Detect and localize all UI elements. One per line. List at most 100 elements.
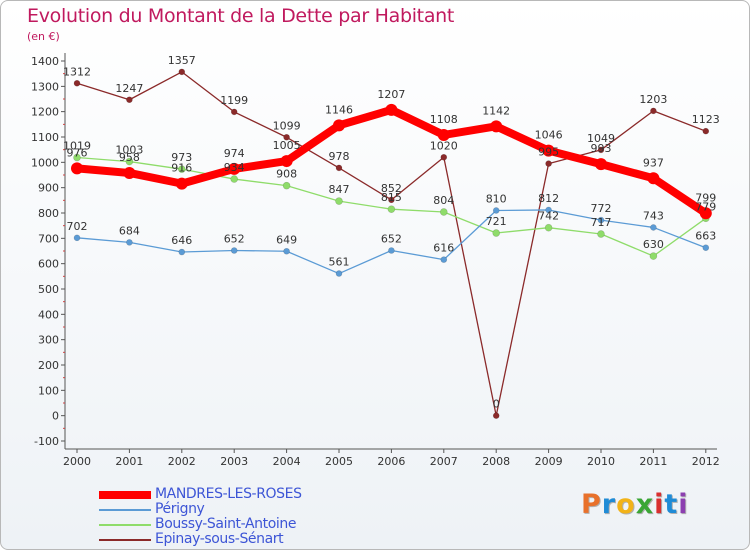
data-point bbox=[280, 155, 293, 168]
data-point bbox=[71, 162, 83, 175]
y-tick-label: 1200 bbox=[31, 106, 59, 119]
y-tick-label: 200 bbox=[38, 359, 59, 372]
data-label: 772 bbox=[591, 202, 612, 215]
data-label: 799 bbox=[695, 191, 716, 204]
data-label: 993 bbox=[591, 142, 612, 155]
x-tick-label: 2006 bbox=[377, 455, 405, 468]
data-point bbox=[178, 68, 186, 76]
data-label: 1199 bbox=[220, 94, 248, 107]
data-label: 616 bbox=[433, 242, 454, 255]
data-point bbox=[125, 157, 134, 166]
data-point bbox=[544, 223, 553, 232]
data-point bbox=[542, 144, 555, 157]
data-label: 1207 bbox=[377, 88, 405, 101]
data-label: 908 bbox=[276, 168, 297, 181]
data-point bbox=[597, 230, 605, 238]
data-label: 1123 bbox=[692, 113, 720, 126]
y-tick-label: 100 bbox=[38, 384, 59, 397]
data-point bbox=[702, 244, 710, 252]
data-point bbox=[492, 412, 500, 419]
x-tick-label: 2010 bbox=[587, 455, 615, 468]
data-label: 937 bbox=[643, 156, 664, 169]
data-label: 721 bbox=[486, 215, 507, 228]
data-point bbox=[123, 166, 136, 179]
data-label: 1020 bbox=[430, 139, 458, 152]
data-point bbox=[388, 247, 395, 254]
data-point bbox=[492, 207, 500, 214]
data-point bbox=[388, 196, 395, 204]
data-point bbox=[175, 177, 188, 190]
data-point bbox=[335, 164, 343, 172]
proxiti-logo: Proxiti bbox=[581, 489, 689, 520]
data-label: 1049 bbox=[587, 132, 615, 145]
data-point bbox=[73, 79, 81, 87]
data-label: 812 bbox=[538, 192, 559, 205]
data-point bbox=[387, 205, 396, 213]
data-label: 561 bbox=[329, 256, 350, 269]
chart-title: Evolution du Montant de la Dette par Hab… bbox=[27, 5, 455, 27]
data-label: 810 bbox=[486, 192, 507, 205]
legend-label: Epinay-sous-Sénart bbox=[155, 531, 284, 547]
data-point bbox=[492, 229, 501, 237]
data-label: 1146 bbox=[325, 103, 353, 116]
data-label: 978 bbox=[329, 150, 350, 163]
data-label: 995 bbox=[538, 146, 559, 159]
legend-label: Périgny bbox=[155, 501, 205, 517]
data-label: 1142 bbox=[482, 104, 510, 117]
data-point bbox=[595, 158, 607, 171]
data-label: 847 bbox=[329, 183, 350, 196]
x-tick-label: 2002 bbox=[168, 455, 196, 468]
legend-label: MANDRES-LES-ROSES bbox=[155, 486, 302, 502]
legend-swatch bbox=[99, 539, 151, 541]
data-point bbox=[702, 127, 710, 135]
data-label: 974 bbox=[224, 147, 245, 160]
data-point bbox=[545, 206, 552, 214]
data-point bbox=[699, 207, 712, 220]
data-label: 663 bbox=[695, 230, 716, 243]
data-label: 934 bbox=[224, 161, 245, 174]
data-point bbox=[649, 252, 658, 260]
data-point bbox=[230, 175, 238, 183]
x-tick-label: 2005 bbox=[325, 455, 353, 468]
data-label: 742 bbox=[538, 210, 559, 223]
x-tick-label: 2011 bbox=[639, 455, 667, 468]
y-tick-label: 700 bbox=[38, 232, 59, 245]
data-label: 1203 bbox=[639, 93, 667, 106]
x-tick-label: 2000 bbox=[63, 455, 91, 468]
data-label: 717 bbox=[591, 216, 612, 229]
data-point bbox=[230, 108, 238, 116]
data-point bbox=[73, 153, 81, 162]
legend-swatch bbox=[99, 524, 151, 526]
y-tick-label: 1400 bbox=[31, 55, 59, 68]
data-point bbox=[335, 197, 343, 205]
data-label: 684 bbox=[119, 224, 140, 237]
y-tick-label: 1100 bbox=[31, 131, 59, 144]
y-tick-label: 900 bbox=[38, 182, 59, 195]
data-label: 652 bbox=[381, 232, 402, 245]
data-point bbox=[650, 224, 657, 231]
y-tick-label: 600 bbox=[38, 258, 59, 271]
data-point bbox=[597, 146, 605, 154]
data-label: 1099 bbox=[273, 119, 301, 132]
data-point bbox=[126, 96, 133, 104]
data-label: 815 bbox=[381, 191, 402, 204]
x-tick-label: 2012 bbox=[692, 455, 720, 468]
data-label: 1108 bbox=[430, 113, 458, 126]
data-label: 779 bbox=[695, 200, 716, 213]
data-point bbox=[230, 247, 238, 254]
data-point bbox=[597, 216, 605, 224]
data-point bbox=[228, 162, 241, 175]
y-tick-label: -100 bbox=[34, 435, 59, 448]
data-point bbox=[283, 133, 290, 141]
chart-subtitle: (en €) bbox=[27, 30, 60, 43]
data-label: 976 bbox=[67, 146, 88, 159]
data-label: 973 bbox=[171, 151, 192, 164]
y-tick-label: 1000 bbox=[31, 156, 59, 169]
data-point bbox=[439, 208, 448, 216]
y-tick-label: 800 bbox=[38, 207, 59, 220]
data-label: 804 bbox=[433, 194, 454, 207]
data-label: 1357 bbox=[168, 54, 196, 67]
y-tick-label: 400 bbox=[38, 308, 59, 321]
